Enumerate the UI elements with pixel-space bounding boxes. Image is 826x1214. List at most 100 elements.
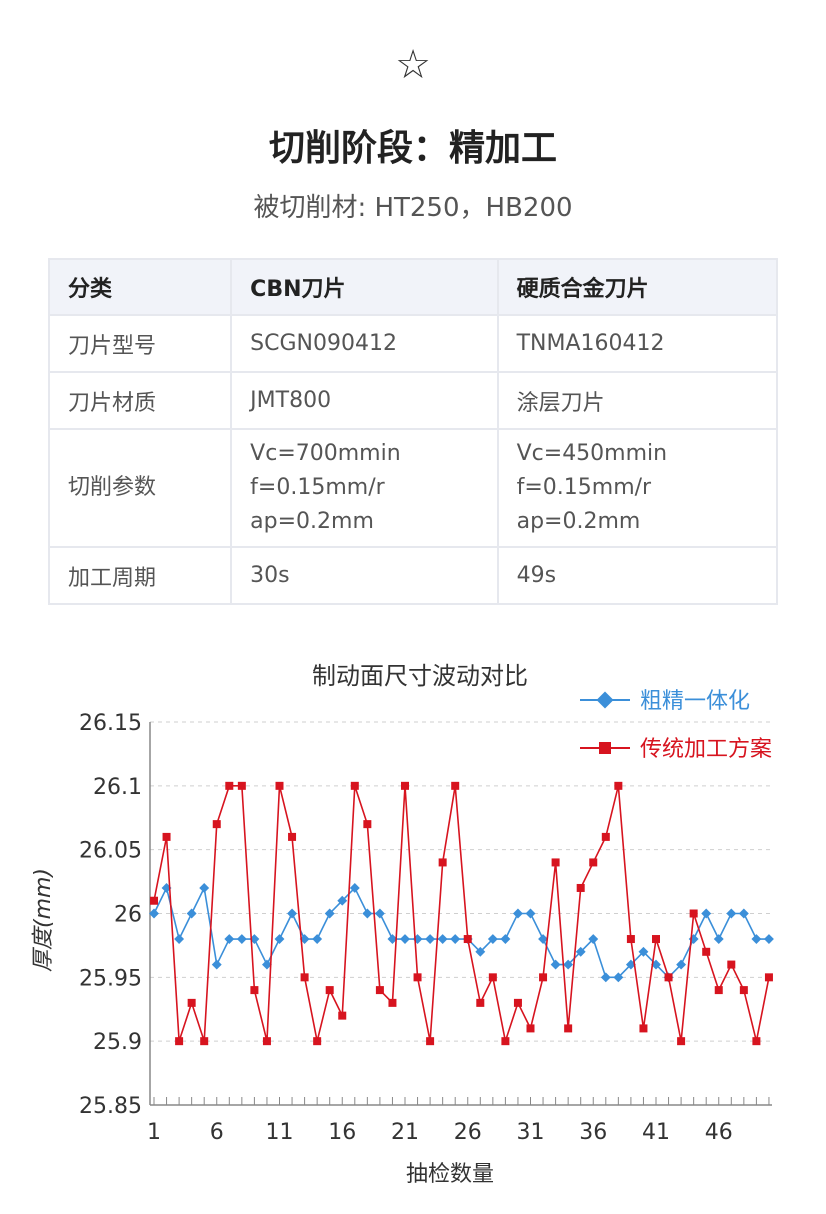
integrated-data-point [425, 934, 436, 944]
traditional-data-point [677, 1037, 686, 1046]
integrated-data-point [337, 895, 348, 906]
traditional-data-point [237, 781, 246, 790]
integrated-data-point [676, 959, 687, 970]
table-row: 刀片型号 SCGN090412 TNMA160412 [47, 314, 779, 373]
row-label: 加工周期 [47, 546, 233, 605]
row-label: 切削参数 [47, 428, 233, 548]
traditional-data-point [727, 960, 736, 969]
integrated-data-point [362, 908, 373, 919]
traditional-data-point [350, 781, 359, 790]
traditional-data-point [739, 986, 748, 995]
traditional-data-point [300, 973, 309, 982]
row-label: 刀片型号 [47, 314, 233, 373]
integrated-data-point [563, 959, 574, 970]
traditional-data-point [526, 1024, 535, 1033]
x-tick-label: 1 [147, 1120, 161, 1145]
integrated-data-point [199, 883, 210, 893]
traditional-data-point [576, 883, 585, 892]
traditional-data-point [375, 986, 384, 995]
insert-comparison-table: 分类 CBN刀片 硬质合金刀片 刀片型号 SCGN090412 TNMA1604… [47, 258, 779, 605]
header-category: 分类 [47, 258, 233, 316]
traditional-data-point [539, 973, 548, 982]
traditional-data-point [664, 973, 673, 982]
integrated-data-point [274, 934, 285, 944]
integrated-data-point [713, 934, 724, 944]
cbn-cell: SCGN090412 [230, 314, 499, 373]
traditional-data-point [325, 986, 334, 995]
integrated-series-line [153, 885, 769, 979]
legend-label-integrated: 粗精一体化 [640, 689, 750, 714]
traditional-data-point [426, 1037, 435, 1046]
chart-legend: 粗精一体化 传统加工方案 [580, 689, 772, 762]
integrated-data-point [525, 908, 536, 919]
y-tick-label: 25.95 [79, 966, 142, 991]
x-tick-label: 11 [266, 1120, 294, 1145]
y-tick-label: 26.05 [79, 839, 142, 864]
integrated-data-point [600, 972, 611, 983]
traditional-data-point [501, 1037, 510, 1046]
y-tick-label: 25.9 [93, 1030, 142, 1055]
x-tick-label: 46 [705, 1120, 733, 1145]
material-subtitle: 被切削材: HT250，HB200 [253, 193, 573, 223]
integrated-data-point [613, 972, 624, 983]
star-icon: ☆ [395, 42, 431, 88]
integrated-data-point [500, 934, 511, 944]
integrated-data-point [575, 946, 586, 957]
integrated-data-point [349, 883, 360, 893]
traditional-data-point [175, 1037, 184, 1046]
integrated-data-point [211, 959, 222, 970]
integrated-data-point [236, 934, 247, 944]
table-row: 加工周期 30s 49s [47, 546, 779, 605]
x-tick-label: 26 [454, 1120, 482, 1145]
y-tick-label: 26.15 [79, 711, 142, 736]
row-label: 刀片材质 [47, 371, 233, 430]
traditional-data-point [564, 1024, 573, 1033]
table-header-row: 分类 CBN刀片 硬质合金刀片 [47, 258, 779, 316]
integrated-data-point [487, 934, 498, 944]
traditional-data-point [589, 858, 598, 867]
traditional-data-point [250, 986, 259, 995]
integrated-data-point [475, 946, 486, 957]
legend-marker-integrated [596, 691, 614, 709]
traditional-data-point [262, 1037, 271, 1046]
header-cbn: CBN刀片 [230, 258, 499, 316]
integrated-data-point [538, 934, 548, 944]
integrated-data-point [174, 934, 185, 944]
integrated-data-point [550, 959, 561, 970]
traditional-data-point [413, 973, 422, 982]
traditional-data-point [752, 1037, 761, 1046]
carbide-cell: TNMA160412 [496, 314, 779, 373]
traditional-data-point [212, 820, 221, 829]
traditional-data-point [513, 998, 522, 1007]
integrated-data-point [437, 934, 448, 944]
x-tick-label: 6 [210, 1120, 224, 1145]
x-tick-label: 21 [391, 1120, 419, 1145]
traditional-data-point [764, 973, 773, 982]
cbn-cell: Vc=700mmin f=0.15mm/r ap=0.2mm [230, 428, 499, 548]
chart-title: 制动面尺寸波动对比 [312, 662, 528, 690]
traditional-data-point [652, 935, 660, 944]
traditional-data-point [150, 896, 158, 905]
integrated-data-point [588, 934, 599, 944]
y-tick-label: 26 [114, 903, 142, 928]
integrated-data-point [374, 908, 385, 919]
traditional-data-point [702, 947, 711, 956]
traditional-data-point [338, 1011, 347, 1020]
legend-marker-traditional [599, 742, 611, 754]
traditional-data-point [401, 781, 409, 790]
integrated-data-point [387, 934, 398, 944]
integrated-data-point [224, 934, 235, 944]
integrated-data-point [287, 908, 297, 919]
carbide-cell: Vc=450mmin f=0.15mm/r ap=0.2mm [496, 428, 779, 548]
traditional-data-point [451, 781, 460, 790]
traditional-data-point [551, 858, 560, 867]
integrated-data-point [262, 959, 272, 970]
x-tick-label: 41 [642, 1120, 670, 1145]
traditional-data-point [275, 781, 284, 790]
cbn-cell: 30s [230, 546, 499, 605]
traditional-data-point [162, 832, 171, 841]
traditional-data-point [363, 820, 372, 829]
integrated-data-point [726, 908, 737, 919]
